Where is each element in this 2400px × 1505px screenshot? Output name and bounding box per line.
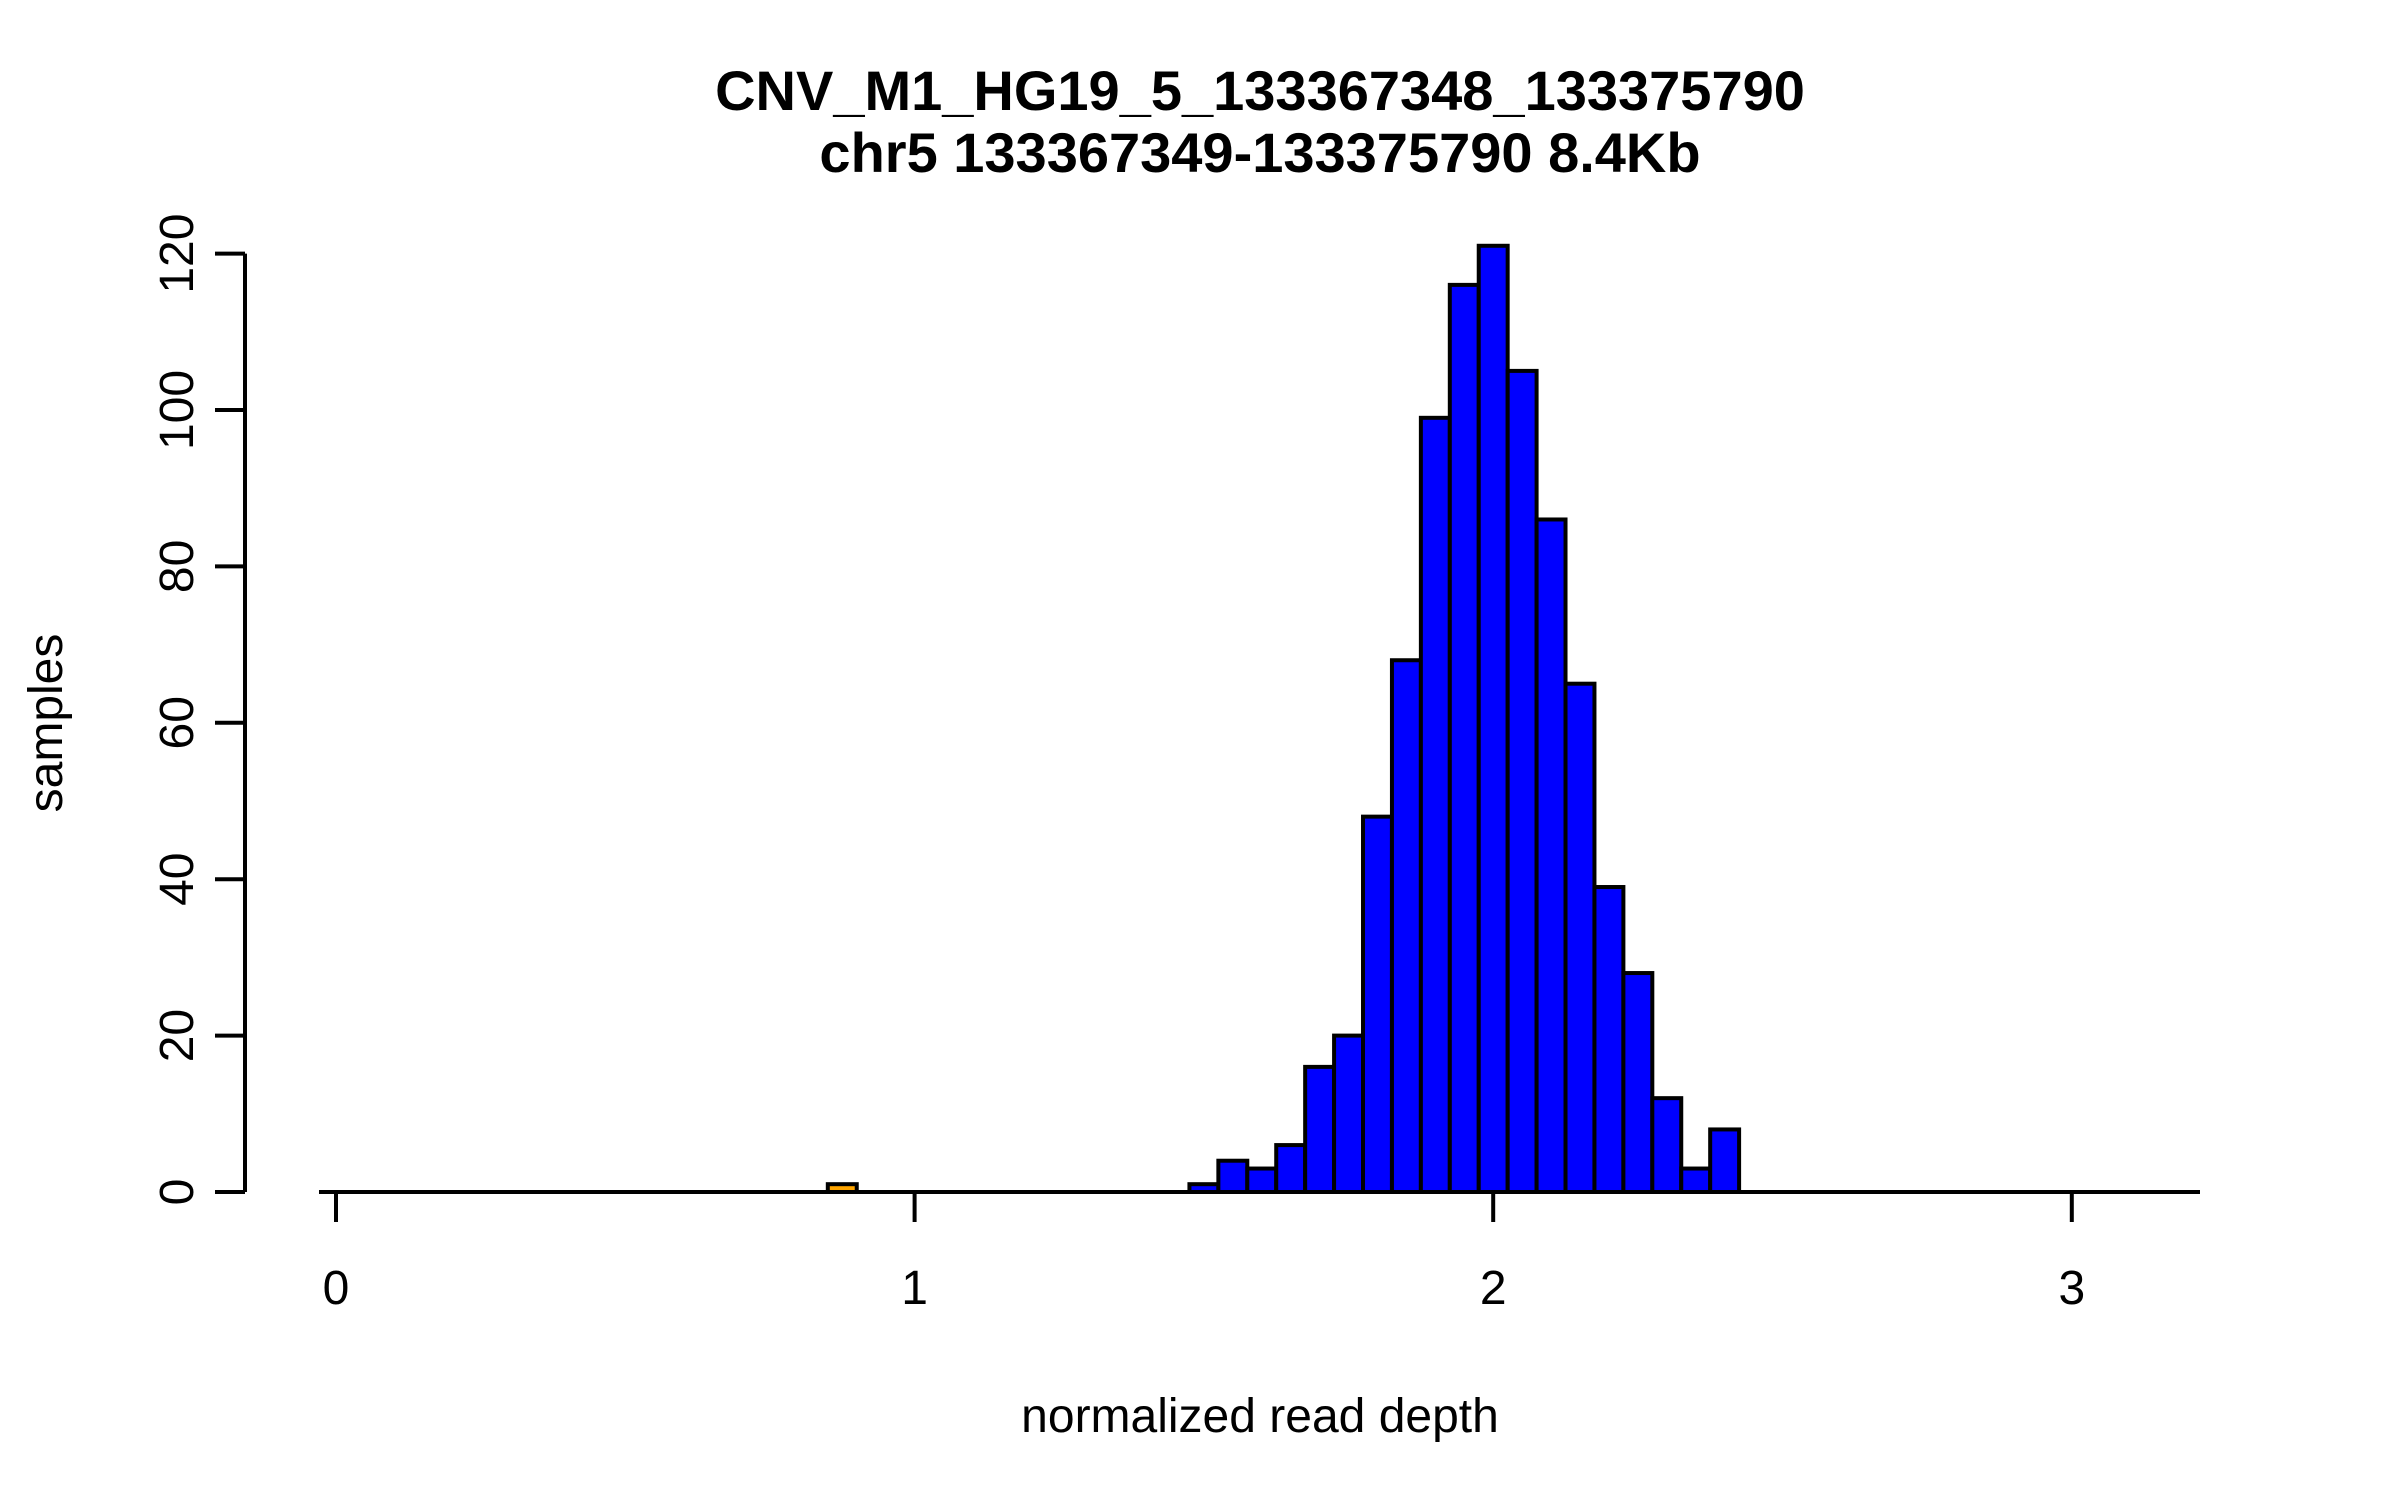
x-tick-label: 0	[323, 1262, 350, 1315]
histogram-bar	[1592, 885, 1626, 1195]
histogram-bar	[1679, 1166, 1713, 1195]
histogram-bar	[1563, 681, 1597, 1194]
histogram-bars	[825, 243, 1742, 1195]
histogram-bar	[1274, 1143, 1308, 1194]
y-tick-label: 120	[151, 214, 204, 294]
y-axis-label: samples	[20, 634, 73, 813]
histogram-bar	[1447, 282, 1481, 1194]
histogram-bar	[1505, 368, 1539, 1194]
histogram-bar	[1303, 1064, 1337, 1195]
histogram-bar	[1389, 658, 1423, 1194]
histogram-bar	[1187, 1182, 1221, 1195]
histogram-bar	[825, 1182, 859, 1195]
x-axis-label: normalized read depth	[1021, 1390, 1499, 1443]
histogram-bar	[1418, 415, 1452, 1194]
histogram-bar	[1216, 1158, 1250, 1194]
histogram-bar	[1621, 971, 1655, 1194]
histogram-bar	[1650, 1096, 1684, 1195]
histogram-bar	[1332, 1033, 1366, 1194]
y-tick-label: 40	[151, 853, 204, 906]
y-axis: 0 20 40 60 80 100 120	[151, 214, 247, 1206]
y-tick-label: 100	[151, 370, 204, 450]
chart-subtitle: chr5 133367349-133375790 8.4Kb	[819, 121, 1700, 184]
histogram-bar	[1245, 1166, 1279, 1195]
y-tick-label: 60	[151, 696, 204, 749]
x-axis: 0 1 2 3	[319, 1190, 2200, 1315]
y-tick-label: 80	[151, 540, 204, 593]
x-tick-label: 1	[901, 1262, 928, 1315]
histogram-bar	[1476, 243, 1510, 1194]
histogram-bar	[1361, 814, 1394, 1194]
y-tick-label: 0	[151, 1179, 204, 1206]
chart-title: CNV_M1_HG19_5_133367348_133375790	[715, 59, 1805, 122]
histogram-bar	[1534, 517, 1568, 1194]
histogram-bar	[1708, 1127, 1742, 1194]
y-tick-label: 20	[151, 1009, 204, 1062]
x-tick-label: 2	[1480, 1262, 1507, 1315]
x-tick-label: 3	[2058, 1262, 2085, 1315]
